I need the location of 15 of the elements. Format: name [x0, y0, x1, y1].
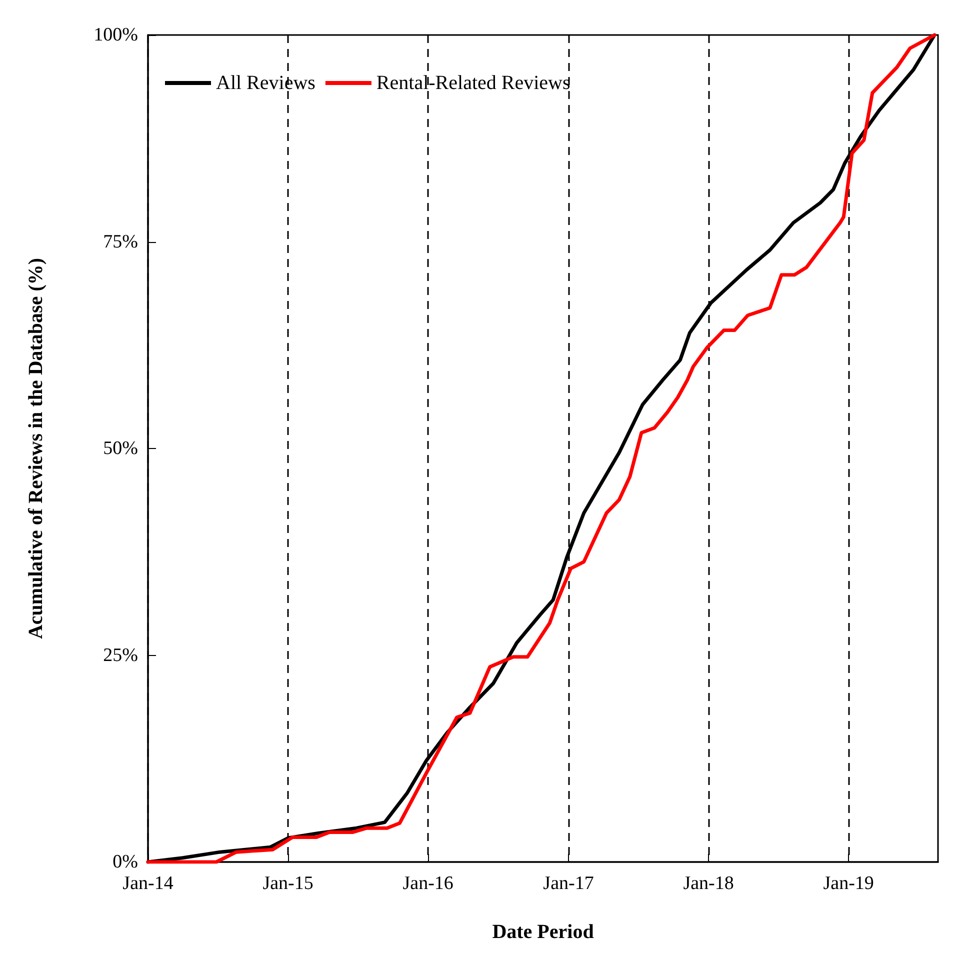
y-tick-label: 100%: [94, 24, 138, 46]
y-tick-label: 25%: [103, 644, 138, 666]
y-tick-label: 0%: [112, 852, 138, 872]
x-tick-label: Jan-19: [823, 873, 874, 894]
x-tick-label: Jan-17: [543, 873, 594, 894]
y-axis-title: Acumulative of Reviews in the Database (%): [25, 258, 47, 640]
x-tick-label: Jan-16: [402, 873, 454, 894]
x-tick-label: Jan-14: [122, 873, 174, 894]
x-tick-label: Jan-18: [683, 873, 734, 894]
y-tick-label: 75%: [103, 231, 138, 252]
y-tick-label: 50%: [103, 438, 138, 459]
x-axis-title: Date Period: [492, 921, 594, 943]
legend-label: Rental-Related Reviews: [376, 72, 570, 94]
legend-label: All Reviews: [216, 72, 316, 94]
x-tick-label: Jan-15: [262, 873, 314, 894]
